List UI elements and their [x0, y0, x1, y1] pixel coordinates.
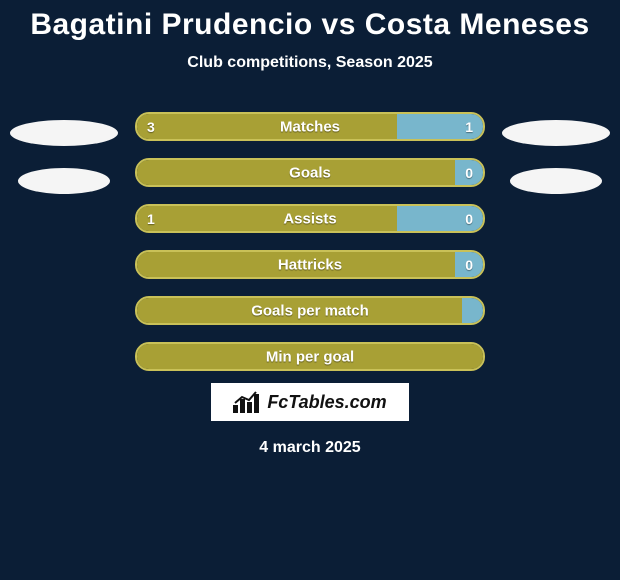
stat-label: Matches: [280, 118, 340, 135]
club-badge-placeholder: [510, 168, 602, 194]
stat-rows: Matches31Goals0Assists10Hattricks0Goals …: [135, 112, 485, 371]
branding-text: FcTables.com: [267, 392, 386, 413]
branding-icon: [233, 391, 261, 413]
player-left-badges: [10, 120, 118, 194]
stat-label: Hattricks: [278, 256, 342, 273]
stat-label: Goals: [289, 164, 331, 181]
stat-label: Assists: [283, 210, 336, 227]
stat-bar-left: [137, 114, 397, 139]
date-label: 4 march 2025: [259, 439, 360, 457]
stat-row: Min per goal: [135, 342, 485, 371]
container: Bagatini Prudencio vs Costa Meneses Club…: [0, 0, 620, 580]
stat-row: Goals per match: [135, 296, 485, 325]
stat-label: Min per goal: [266, 348, 354, 365]
stat-value-right: 0: [465, 165, 473, 181]
club-badge-placeholder: [18, 168, 110, 194]
stat-row: Goals 0: [135, 158, 485, 187]
stat-value-right: 1: [465, 119, 473, 135]
title-separator: vs: [313, 8, 365, 41]
stat-value-left: 1: [147, 211, 155, 227]
stat-bar-left: [137, 206, 397, 231]
stat-label: Goals per match: [251, 302, 369, 319]
subtitle: Club competitions, Season 2025: [187, 54, 432, 72]
stat-bar-right: [462, 298, 483, 323]
stat-row: Assists 1 0: [135, 204, 485, 233]
stat-value-right: 0: [465, 257, 473, 273]
club-badge-placeholder: [502, 120, 610, 146]
branding-badge[interactable]: FcTables.com: [211, 383, 408, 421]
player-right-name: Costa Meneses: [365, 8, 590, 41]
club-badge-placeholder: [10, 120, 118, 146]
stat-value-left: 3: [147, 119, 155, 135]
player-right-badges: [502, 120, 610, 194]
chart-area: Matches31Goals0Assists10Hattricks0Goals …: [0, 112, 620, 371]
stat-row: Matches 3 1: [135, 112, 485, 141]
stat-row: Hattricks 0: [135, 250, 485, 279]
stat-value-right: 0: [465, 211, 473, 227]
page-title: Bagatini Prudencio vs Costa Meneses: [30, 8, 589, 42]
player-left-name: Bagatini Prudencio: [30, 8, 312, 41]
